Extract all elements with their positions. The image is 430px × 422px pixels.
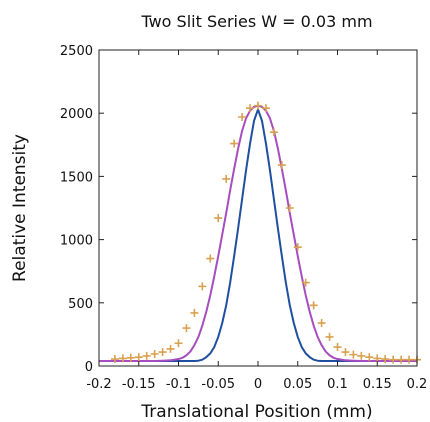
- data-point: [317, 319, 326, 328]
- data-point: [142, 351, 151, 360]
- data-point: [389, 355, 398, 364]
- data-point: [230, 139, 239, 148]
- x-axis-label: Translational Position (mm): [140, 402, 372, 422]
- data-point: [349, 350, 358, 359]
- data-point: [134, 353, 143, 362]
- data-point: [301, 278, 310, 287]
- x-tick-label: -0.2: [86, 377, 111, 392]
- data-point: [118, 354, 127, 363]
- data-point: [285, 204, 294, 212]
- series-line-0: [99, 108, 417, 362]
- x-tick-label: -0.05: [201, 377, 235, 392]
- x-tick-label: 0: [254, 377, 262, 392]
- x-tick-label: 0.15: [363, 377, 392, 392]
- data-point: [110, 355, 119, 364]
- x-tick-label: 0.2: [407, 377, 428, 392]
- data-point: [222, 174, 231, 183]
- data-point: [150, 349, 159, 358]
- chart-title: Two Slit Series W = 0.03 mm: [140, 12, 372, 31]
- x-tick-label: 0.1: [327, 377, 348, 392]
- y-tick-label: 1500: [60, 170, 93, 185]
- data-point: [214, 214, 223, 223]
- y-tick-label: 2500: [60, 44, 93, 59]
- marker-series-2: [110, 101, 421, 364]
- data-point: [158, 348, 167, 357]
- y-tick-label: 500: [68, 297, 93, 312]
- data-point: [246, 104, 255, 113]
- y-tick-label: 0: [85, 360, 93, 375]
- data-point: [166, 344, 175, 353]
- y-tick-label: 2000: [60, 107, 93, 122]
- x-tick-label: -0.1: [166, 377, 191, 392]
- x-tick-label: 0.05: [283, 377, 312, 392]
- data-point: [190, 308, 199, 317]
- plot-frame: [98, 49, 418, 367]
- data-point: [238, 112, 247, 121]
- data-point: [261, 104, 270, 113]
- data-point: [333, 343, 342, 352]
- data-point: [126, 353, 135, 362]
- axis-ticks: -0.2 -0.15 -0.1 -0.05 0 0.05 0.1 0.15 0.2 0 500 100…: [60, 44, 427, 392]
- series-line-1: [99, 104, 417, 362]
- y-tick-label: 1000: [60, 234, 93, 249]
- data-point: [341, 348, 350, 357]
- data-point: [277, 161, 286, 170]
- data-point: [174, 339, 183, 348]
- data-point: [182, 324, 191, 333]
- data-point: [381, 355, 390, 364]
- data-point: [293, 243, 302, 252]
- data-point: [365, 353, 374, 362]
- plot-area: [99, 101, 421, 364]
- y-axis-label: Relative Intensity: [10, 134, 30, 282]
- data-point: [325, 332, 334, 341]
- data-point: [269, 128, 278, 137]
- data-point: [254, 101, 262, 110]
- data-point: [357, 351, 366, 360]
- data-point: [309, 301, 318, 310]
- data-point: [405, 355, 414, 364]
- x-tick-label: -0.15: [122, 377, 156, 392]
- data-point: [397, 355, 406, 364]
- data-point: [198, 282, 207, 291]
- data-point: [206, 254, 215, 263]
